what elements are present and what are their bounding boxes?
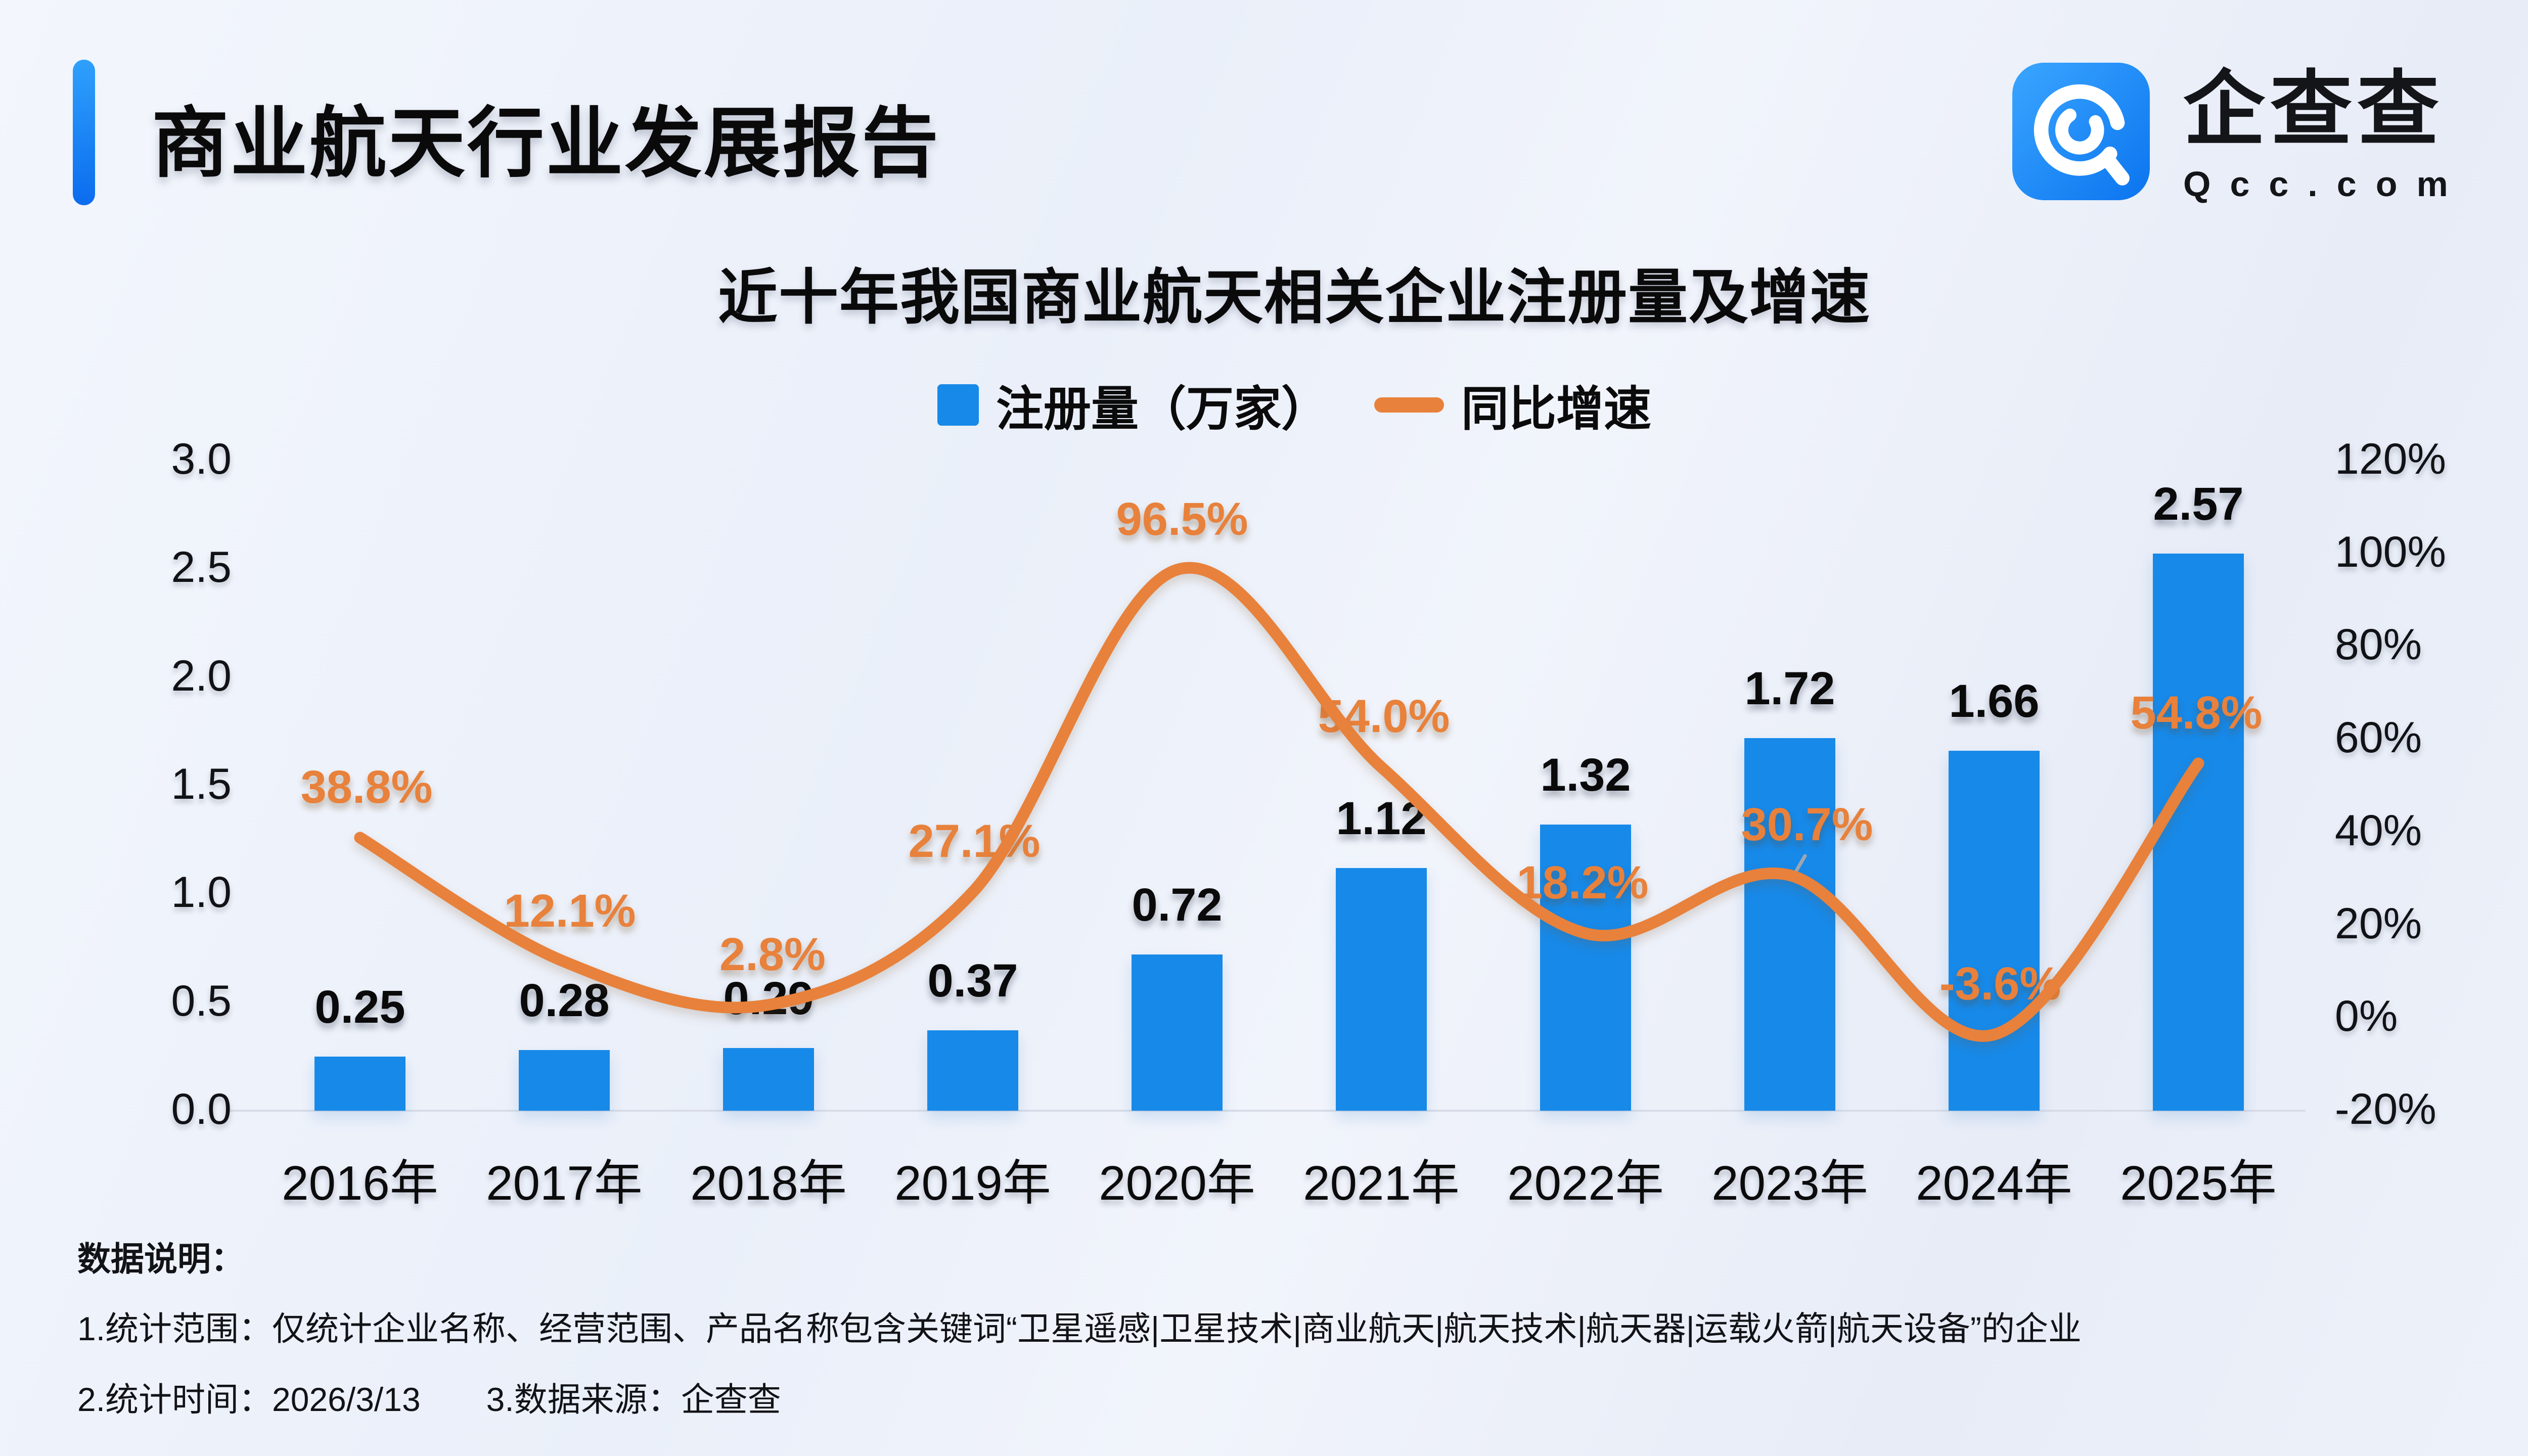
- x-axis-label: 2019年: [894, 1156, 1051, 1210]
- y-axis-right-tick: 60%: [2335, 713, 2422, 762]
- x-axis-label: 2021年: [1303, 1156, 1460, 1210]
- bar: [519, 1050, 610, 1111]
- bar-value-label: 0.25: [314, 981, 405, 1033]
- y-axis-right-tick: -20%: [2335, 1085, 2436, 1133]
- qcc-spiral-icon: [2012, 63, 2150, 200]
- x-axis-label: 2025年: [2120, 1156, 2277, 1210]
- x-axis-label: 2016年: [282, 1156, 438, 1210]
- bar: [723, 1048, 814, 1111]
- legend-line-label: 同比增速: [1461, 382, 1652, 435]
- x-axis-label: 2017年: [486, 1156, 643, 1210]
- growth-label: 18.2%: [1516, 857, 1649, 909]
- bar-value-label: 0.37: [927, 955, 1018, 1007]
- chart-legend: 注册量（万家） 同比增速: [0, 371, 2528, 439]
- growth-label: 30.7%: [1741, 799, 1873, 851]
- y-axis-left-tick: 3.0: [171, 435, 232, 483]
- growth-label: 54.8%: [2130, 687, 2263, 739]
- bar: [314, 1056, 405, 1111]
- x-axis-label: 2023年: [1711, 1156, 1868, 1210]
- y-axis-right-tick: 0%: [2335, 992, 2398, 1041]
- footer-note-2a: 2.统计时间：2026/3/13: [77, 1381, 421, 1418]
- page-title: 商业航天行业发展报告: [152, 101, 940, 187]
- legend-bar-label: 注册量（万家）: [996, 382, 1329, 435]
- y-axis-left-tick: 2.5: [171, 543, 232, 592]
- x-axis-label: 2018年: [690, 1156, 847, 1210]
- footer-note-2: 2.统计时间：2026/3/13 3.数据来源：企查查: [77, 1373, 781, 1421]
- y-axis-right-tick: 20%: [2335, 899, 2422, 948]
- y-axis-right-tick: 120%: [2335, 435, 2446, 483]
- bar-value-label: 0.28: [519, 974, 610, 1026]
- growth-label: 27.1%: [908, 815, 1041, 868]
- bar: [2153, 554, 2244, 1111]
- qcc-logo: 企查查 Qcc.com: [2012, 63, 2467, 204]
- bar: [1744, 738, 1835, 1111]
- growth-label: 12.1%: [504, 885, 636, 937]
- growth-label: 96.5%: [1116, 493, 1248, 545]
- bar: [1949, 751, 2040, 1111]
- footer-heading: 数据说明：: [77, 1240, 244, 1278]
- growth-label: 38.8%: [300, 761, 433, 813]
- title-accent-bar: [73, 60, 95, 205]
- qcc-logo-text: 企查查 Qcc.com: [2183, 63, 2467, 204]
- x-axis-label: 2022年: [1507, 1156, 1664, 1210]
- bar-value-label: 1.32: [1540, 749, 1631, 801]
- y-axis-left-tick: 0.0: [171, 1085, 232, 1133]
- bar-value-label: 0.72: [1132, 879, 1223, 931]
- y-axis-right-tick: 40%: [2335, 806, 2422, 855]
- qcc-domain-text: Qcc.com: [2183, 164, 2467, 204]
- x-axis-line: [230, 1110, 2306, 1112]
- y-axis-left-tick: 1.5: [171, 760, 232, 808]
- y-axis-right-tick: 100%: [2335, 527, 2446, 576]
- bar: [1132, 954, 1223, 1111]
- y-axis-right-tick: 80%: [2335, 620, 2422, 669]
- y-axis-left-tick: 0.5: [171, 976, 232, 1025]
- bar-value-label: 1.72: [1744, 662, 1835, 714]
- growth-label: 54.0%: [1318, 691, 1450, 743]
- bar-value-label: 2.57: [2153, 478, 2244, 530]
- footer-note-1: 1.统计范围：仅统计企业名称、经营范围、产品名称包含关键词“卫星遥感|卫星技术|…: [77, 1310, 2082, 1347]
- growth-label: -3.6%: [1939, 958, 2061, 1010]
- y-axis-left-tick: 2.0: [171, 651, 232, 700]
- qcc-brand-text: 企查查: [2183, 64, 2444, 155]
- chart-title: 近十年我国商业航天相关企业注册量及增速: [717, 264, 1871, 331]
- legend-bar-swatch: [937, 384, 979, 426]
- legend-line-swatch: [1374, 397, 1444, 413]
- x-axis-label: 2020年: [1099, 1156, 1255, 1210]
- x-axis-label: 2024年: [1916, 1156, 2072, 1210]
- bar: [927, 1030, 1018, 1111]
- y-axis-left-tick: 1.0: [171, 868, 232, 917]
- bar-value-label: 1.12: [1336, 792, 1427, 844]
- growth-label: 2.8%: [719, 928, 826, 980]
- bar-value-label: 1.66: [1949, 675, 2040, 727]
- bar: [1336, 868, 1427, 1111]
- footer-note-2b: 3.数据来源：企查查: [486, 1381, 781, 1418]
